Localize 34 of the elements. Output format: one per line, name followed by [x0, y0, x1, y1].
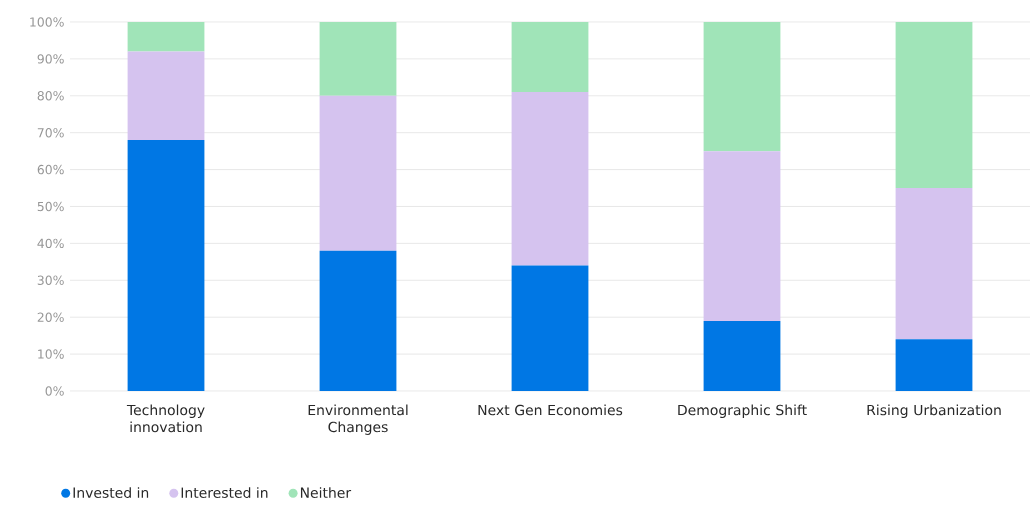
legend-label: Interested in	[181, 487, 268, 498]
y-tick-label: 60%	[37, 164, 64, 175]
x-tick-label: Rising Urbanization	[867, 404, 1001, 419]
bar	[703, 151, 781, 321]
bar	[319, 95, 397, 251]
y-tick-label: 90%	[37, 54, 64, 64]
bar	[511, 92, 589, 266]
y-tick-label: 10%	[38, 349, 64, 359]
bar	[127, 51, 205, 141]
y-tick-label: 40%	[37, 238, 64, 249]
bar	[319, 250, 397, 391]
x-tick-label: Demographic Shift	[678, 404, 807, 419]
y-tick-label: 20%	[37, 312, 64, 322]
bar	[703, 21, 781, 152]
bar	[511, 265, 589, 391]
x-tick-label: Next Gen Economies	[478, 404, 623, 416]
x-tick-label: Technology innovation	[126, 404, 205, 433]
y-tick-label: 50%	[37, 201, 64, 212]
bar	[127, 21, 205, 52]
legend-label: Invested in	[73, 487, 149, 498]
bar	[895, 339, 973, 391]
y-tick-label: 80%	[37, 91, 64, 101]
bar	[127, 140, 205, 391]
y-tick-label: 0%	[45, 386, 64, 396]
y-tick-label: 70%	[37, 127, 64, 138]
y-tick-label: 100%	[30, 17, 64, 27]
y-tick-label: 30%	[37, 275, 64, 285]
bar	[895, 21, 973, 189]
legend-label: Neither	[300, 487, 352, 498]
x-tick-label: Environmental Changes	[308, 404, 408, 435]
bar	[319, 21, 397, 96]
bar	[511, 21, 589, 93]
bar	[703, 320, 781, 391]
bar	[895, 188, 973, 340]
